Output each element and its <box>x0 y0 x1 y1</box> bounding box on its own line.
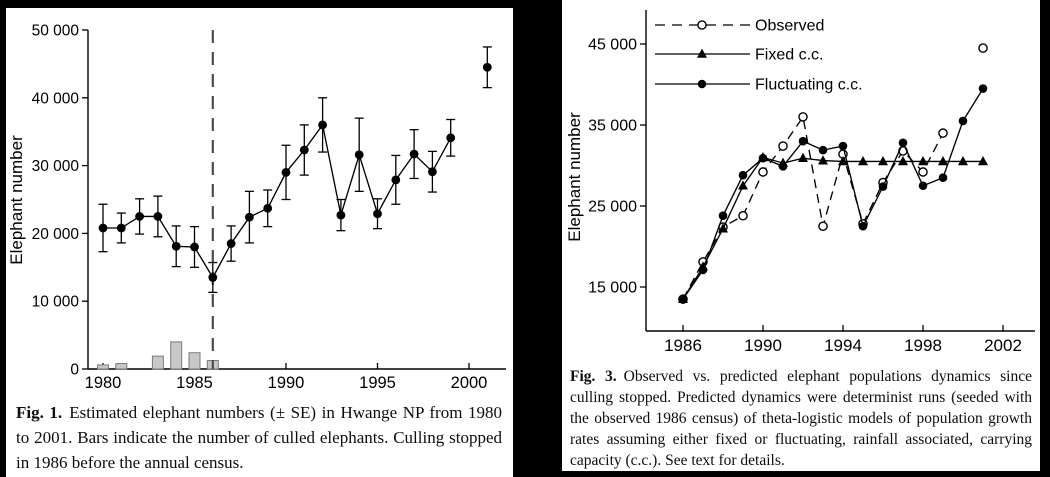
fig3-axes <box>645 10 1035 332</box>
culling-bar <box>115 363 128 370</box>
y-tick-label: 35 000 <box>588 118 637 135</box>
fig3-caption-tag: Fig. 3. <box>570 368 617 385</box>
fig1-x-ticks: 1980 1985 1990 1995 2000 <box>85 363 488 392</box>
fig3-x-ticks: 1986 1990 1994 1998 2002 <box>664 325 1022 355</box>
y-tick-label: 0 <box>70 362 79 379</box>
x-tick-label: 1995 <box>359 374 396 392</box>
fig1-axes <box>87 30 506 370</box>
fig1-ylabel: Elephant number <box>7 135 26 265</box>
fig1-series-estimated-elephant-numbers-se <box>98 46 492 294</box>
x-tick-label: 1980 <box>85 374 122 392</box>
x-tick-label: 1990 <box>268 374 305 392</box>
culling-bar <box>188 352 201 370</box>
x-tick-label: 1994 <box>824 336 862 355</box>
fig1-caption: Fig. 1. Estimated elephant numbers (± SE)… <box>16 400 502 475</box>
fig1-panel: 0 10 000 20 000 30 000 40 000 50 000 1980 1985 1… <box>6 8 513 477</box>
legend-label: Observed <box>755 18 824 35</box>
fig3-ylabel: Elephant number <box>565 112 584 242</box>
fig1-culling-bars <box>97 341 219 370</box>
fig1-y-ticks: 0 10 000 20 000 30 000 40 000 50 000 <box>32 23 88 379</box>
fig3-caption: Fig. 3. Observed vs. predicted elephant p… <box>570 366 1032 471</box>
x-tick-label: 1990 <box>744 336 782 355</box>
y-tick-label: 20 000 <box>32 226 80 243</box>
x-tick-label: 1998 <box>904 336 942 355</box>
y-tick-label: 15 000 <box>588 280 637 297</box>
legend-label: Fixed c.c. <box>755 47 823 64</box>
x-tick-label: 2000 <box>451 374 488 392</box>
x-tick-label: 1985 <box>176 374 213 392</box>
y-tick-label: 25 000 <box>588 199 637 216</box>
fig3-y-ticks: 15 000 25 000 35 000 45 000 <box>588 37 646 297</box>
x-tick-label: 1986 <box>664 336 702 355</box>
fig1-caption-tag: Fig. 1. <box>16 403 63 422</box>
fig3-series-fluctuating-c-c <box>678 84 988 304</box>
y-tick-label: 30 000 <box>32 158 80 175</box>
y-tick-label: 50 000 <box>32 23 80 40</box>
fig3-panel: 15 000 25 000 35 000 45 000 1986 1990 1994 1998… <box>562 0 1040 471</box>
culling-bar <box>151 355 164 370</box>
y-tick-label: 10 000 <box>32 294 80 311</box>
y-tick-label: 45 000 <box>588 37 637 54</box>
x-tick-label: 2002 <box>984 336 1022 355</box>
culling-bar <box>97 364 109 370</box>
fig3-caption-text: Observed vs. predicted elephant populati… <box>570 368 1032 469</box>
fig1-caption-text: Estimated elephant numbers (± SE) in Hwa… <box>16 403 502 472</box>
legend-label: Fluctuating c.c. <box>755 77 863 94</box>
fig3-legend: Observed Fixed c.c. Fluctuating c.c. <box>655 18 863 94</box>
fig3-chart: 15 000 25 000 35 000 45 000 1986 1990 1994 1998… <box>565 10 1035 355</box>
culling-bar <box>170 341 183 370</box>
y-tick-label: 40 000 <box>32 90 80 107</box>
